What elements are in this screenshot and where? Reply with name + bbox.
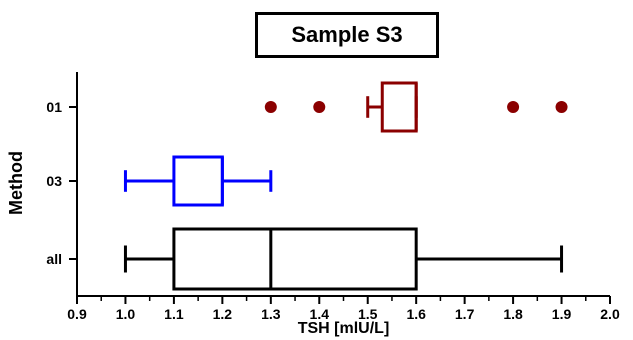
x-tick-label: 1.6 <box>406 306 426 322</box>
x-tick-label: 1.9 <box>552 306 572 322</box>
x-axis-label: TSH [mlU/L] <box>298 320 390 337</box>
y-axis-label: Method <box>6 151 26 215</box>
iqr-box <box>172 155 224 207</box>
box-01 <box>264 81 568 133</box>
outlier-point <box>313 101 326 113</box>
outlier-point <box>264 101 277 113</box>
iqr-box <box>380 81 418 133</box>
box-03 <box>123 155 273 207</box>
y-tick-label: 03 <box>46 173 62 189</box>
x-tick-label: 1.4 <box>310 306 330 322</box>
axes: 0.9 1.0 1.1 1.2 1.3 1.4 1.5 1.6 1.7 1.8 1.9 2.0 01 03… <box>46 72 620 322</box>
x-tick-label: 1.1 <box>164 306 184 322</box>
x-tick-label: 0.9 <box>67 306 87 322</box>
x-tick-label: 1.3 <box>261 306 281 322</box>
y-tick-label: all <box>46 251 62 267</box>
x-tick-label: 2.0 <box>600 306 620 322</box>
iqr-box <box>172 227 418 291</box>
y-tick-label: 01 <box>46 99 62 115</box>
boxes <box>123 81 568 291</box>
box-all <box>123 227 564 291</box>
x-tick-label: 1.2 <box>213 306 233 322</box>
x-tick-label: 1.7 <box>455 306 475 322</box>
outlier-point <box>555 101 568 113</box>
x-tick-label: 1.5 <box>358 306 378 322</box>
x-tick-label: 1.0 <box>116 306 136 322</box>
outlier-point <box>507 101 520 113</box>
chart-title: Sample S3 <box>255 12 439 58</box>
x-tick-label: 1.8 <box>503 306 523 322</box>
